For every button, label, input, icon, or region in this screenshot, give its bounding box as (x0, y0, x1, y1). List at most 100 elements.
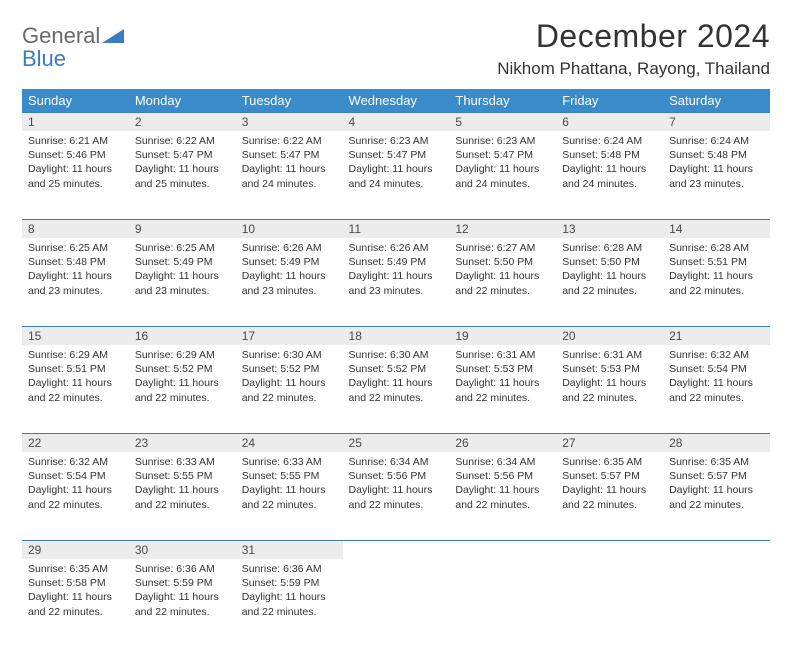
cell-day1: Daylight: 11 hours (242, 269, 337, 283)
cell-day2: and 23 minutes. (349, 284, 444, 298)
day-cell: Sunrise: 6:30 AMSunset: 5:52 PMDaylight:… (343, 345, 450, 411)
cell-sunrise: Sunrise: 6:23 AM (349, 134, 444, 148)
cell-day2: and 22 minutes. (135, 498, 230, 512)
cell-sunrise: Sunrise: 6:27 AM (455, 241, 550, 255)
cell-sunrise: Sunrise: 6:34 AM (349, 455, 444, 469)
cell-sunset: Sunset: 5:47 PM (135, 148, 230, 162)
day-number: 24 (236, 433, 343, 452)
cell-day2: and 22 minutes. (135, 391, 230, 405)
cell-day2: and 22 minutes. (562, 498, 657, 512)
cell-day1: Daylight: 11 hours (562, 483, 657, 497)
cell-day1: Daylight: 11 hours (28, 269, 123, 283)
cell-sunset: Sunset: 5:54 PM (669, 362, 764, 376)
cell-day2: and 23 minutes. (28, 284, 123, 298)
cell-day2: and 25 minutes. (28, 177, 123, 191)
day-cell: Sunrise: 6:36 AMSunset: 5:59 PMDaylight:… (236, 559, 343, 625)
content-row: Sunrise: 6:29 AMSunset: 5:51 PMDaylight:… (22, 345, 770, 433)
day-header: Friday (556, 89, 663, 112)
cell-day2: and 24 minutes. (349, 177, 444, 191)
cell-day2: and 22 minutes. (28, 498, 123, 512)
cell-day1: Daylight: 11 hours (349, 162, 444, 176)
title-block: December 2024 Nikhom Phattana, Rayong, T… (497, 18, 770, 79)
cell-day1: Daylight: 11 hours (349, 483, 444, 497)
day-cell: Sunrise: 6:26 AMSunset: 5:49 PMDaylight:… (343, 238, 450, 304)
cell-day2: and 22 minutes. (349, 498, 444, 512)
day-number: 29 (22, 540, 129, 559)
day-cell: Sunrise: 6:33 AMSunset: 5:55 PMDaylight:… (236, 452, 343, 518)
cell-day1: Daylight: 11 hours (455, 162, 550, 176)
day-cell: Sunrise: 6:32 AMSunset: 5:54 PMDaylight:… (22, 452, 129, 518)
day-number: 31 (236, 540, 343, 559)
cell-sunrise: Sunrise: 6:36 AM (242, 562, 337, 576)
cell-day2: and 23 minutes. (135, 284, 230, 298)
cell-sunrise: Sunrise: 6:30 AM (349, 348, 444, 362)
cell-day1: Daylight: 11 hours (669, 162, 764, 176)
day-number: 7 (663, 112, 770, 131)
cell-day1: Daylight: 11 hours (28, 590, 123, 604)
day-cell: Sunrise: 6:31 AMSunset: 5:53 PMDaylight:… (449, 345, 556, 411)
logo-triangle-icon (102, 24, 124, 47)
cell-day1: Daylight: 11 hours (135, 162, 230, 176)
cell-day1: Daylight: 11 hours (455, 376, 550, 390)
day-number: 16 (129, 326, 236, 345)
cell-sunset: Sunset: 5:55 PM (242, 469, 337, 483)
cell-sunset: Sunset: 5:51 PM (28, 362, 123, 376)
cell-sunrise: Sunrise: 6:32 AM (28, 455, 123, 469)
cell-sunrise: Sunrise: 6:32 AM (669, 348, 764, 362)
day-cell: Sunrise: 6:24 AMSunset: 5:48 PMDaylight:… (663, 131, 770, 197)
cell-day1: Daylight: 11 hours (562, 269, 657, 283)
cell-day1: Daylight: 11 hours (242, 376, 337, 390)
cell-day2: and 22 minutes. (349, 391, 444, 405)
cell-sunrise: Sunrise: 6:36 AM (135, 562, 230, 576)
day-number: 2 (129, 112, 236, 131)
calendar-table: SundayMondayTuesdayWednesdayThursdayFrid… (22, 89, 770, 647)
cell-day1: Daylight: 11 hours (135, 483, 230, 497)
day-cell: Sunrise: 6:35 AMSunset: 5:57 PMDaylight:… (663, 452, 770, 518)
cell-day1: Daylight: 11 hours (669, 269, 764, 283)
cell-sunrise: Sunrise: 6:35 AM (562, 455, 657, 469)
daynum-row: 22232425262728 (22, 433, 770, 452)
day-number: 30 (129, 540, 236, 559)
cell-sunset: Sunset: 5:59 PM (242, 576, 337, 590)
cell-sunrise: Sunrise: 6:24 AM (562, 134, 657, 148)
cell-sunset: Sunset: 5:59 PM (135, 576, 230, 590)
cell-sunset: Sunset: 5:48 PM (28, 255, 123, 269)
cell-day1: Daylight: 11 hours (28, 483, 123, 497)
cell-day2: and 22 minutes. (242, 498, 337, 512)
day-cell: Sunrise: 6:33 AMSunset: 5:55 PMDaylight:… (129, 452, 236, 518)
day-cell: Sunrise: 6:21 AMSunset: 5:46 PMDaylight:… (22, 131, 129, 197)
cell-day1: Daylight: 11 hours (28, 376, 123, 390)
cell-sunrise: Sunrise: 6:26 AM (242, 241, 337, 255)
brand-logo: General Blue (22, 18, 124, 70)
cell-day2: and 22 minutes. (562, 284, 657, 298)
cell-sunset: Sunset: 5:50 PM (455, 255, 550, 269)
cell-day1: Daylight: 11 hours (28, 162, 123, 176)
day-cell: Sunrise: 6:25 AMSunset: 5:48 PMDaylight:… (22, 238, 129, 304)
day-number: 26 (449, 433, 556, 452)
cell-sunset: Sunset: 5:49 PM (135, 255, 230, 269)
cell-sunset: Sunset: 5:52 PM (135, 362, 230, 376)
cell-sunset: Sunset: 5:47 PM (242, 148, 337, 162)
cell-sunset: Sunset: 5:46 PM (28, 148, 123, 162)
cell-sunset: Sunset: 5:57 PM (669, 469, 764, 483)
cell-day1: Daylight: 11 hours (135, 269, 230, 283)
day-number: 22 (22, 433, 129, 452)
cell-sunrise: Sunrise: 6:23 AM (455, 134, 550, 148)
cell-day1: Daylight: 11 hours (669, 376, 764, 390)
cell-sunrise: Sunrise: 6:34 AM (455, 455, 550, 469)
cell-day2: and 22 minutes. (669, 391, 764, 405)
day-cell: Sunrise: 6:28 AMSunset: 5:50 PMDaylight:… (556, 238, 663, 304)
cell-day1: Daylight: 11 hours (135, 376, 230, 390)
cell-sunrise: Sunrise: 6:31 AM (562, 348, 657, 362)
cell-sunrise: Sunrise: 6:26 AM (349, 241, 444, 255)
day-cell: Sunrise: 6:24 AMSunset: 5:48 PMDaylight:… (556, 131, 663, 197)
day-number: 28 (663, 433, 770, 452)
day-cell: Sunrise: 6:28 AMSunset: 5:51 PMDaylight:… (663, 238, 770, 304)
cell-sunset: Sunset: 5:52 PM (242, 362, 337, 376)
cell-sunset: Sunset: 5:51 PM (669, 255, 764, 269)
cell-day2: and 22 minutes. (242, 391, 337, 405)
cell-sunset: Sunset: 5:47 PM (349, 148, 444, 162)
daynum-row: 891011121314 (22, 219, 770, 238)
cell-sunset: Sunset: 5:56 PM (349, 469, 444, 483)
cell-sunset: Sunset: 5:49 PM (349, 255, 444, 269)
